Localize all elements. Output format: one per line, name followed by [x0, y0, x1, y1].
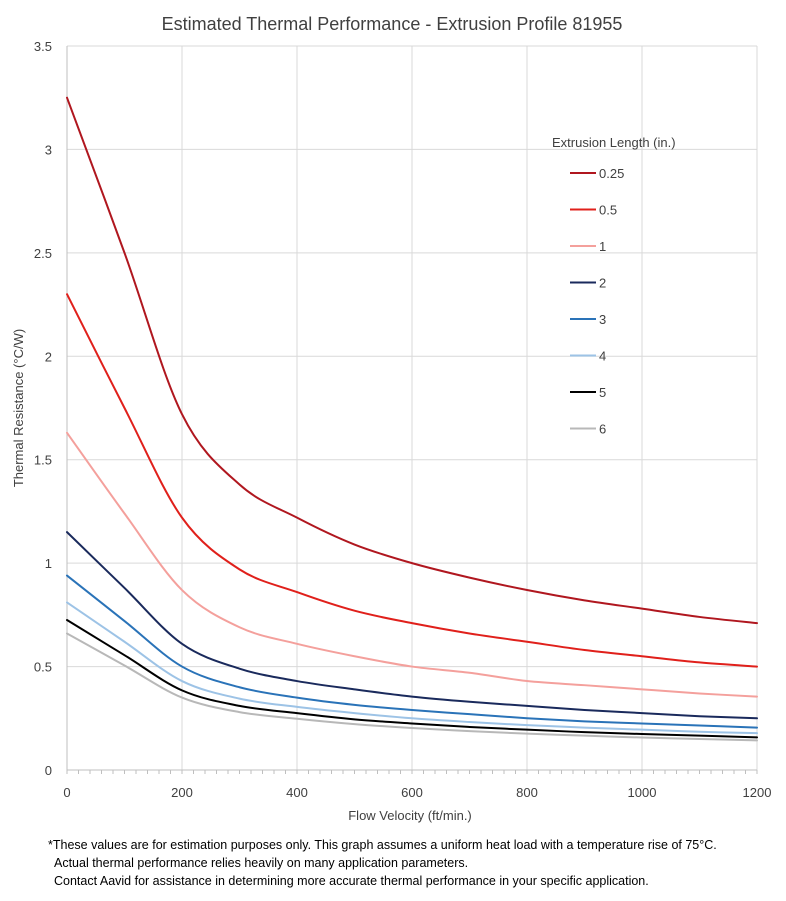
series-line-0-25 [66, 96, 758, 625]
legend: Extrusion Length (in.) 0.25 0.5 1 2 3 4 5 6 [552, 135, 676, 437]
y-tick-label: 0 [45, 763, 52, 778]
legend-title: Extrusion Length (in.) [552, 135, 676, 150]
footnote-line-2: Actual thermal performance relies heavil… [54, 856, 469, 870]
footnote-line-3: Contact Aavid for assistance in determin… [54, 874, 649, 888]
x-tick-label: 800 [516, 785, 538, 800]
footnote: *These values are for estimation purpose… [48, 836, 778, 890]
series-line-2 [66, 531, 758, 720]
footnote-line-1: *These values are for estimation purpose… [48, 838, 717, 852]
legend-label: 2 [599, 276, 606, 291]
gridlines [66, 45, 758, 771]
legend-label: 4 [599, 349, 606, 364]
tick-labels: 0 0.5 1 1.5 2 2.5 3 3.5 0 200 400 600 800 1000 1200 [34, 39, 772, 800]
series-lines [66, 96, 758, 742]
x-tick-label: 0 [63, 785, 70, 800]
y-tick-label: 2.5 [34, 246, 52, 261]
series-line-4 [66, 601, 758, 735]
series-line-3 [66, 574, 758, 729]
series-line-6 [66, 632, 758, 742]
x-tick-label: 600 [401, 785, 423, 800]
axes [66, 46, 758, 774]
x-tick-label: 1000 [628, 785, 657, 800]
series-line-1 [66, 431, 758, 698]
legend-label: 0.5 [599, 203, 617, 218]
x-tick-label: 200 [171, 785, 193, 800]
legend-label: 1 [599, 239, 606, 254]
y-tick-label: 3.5 [34, 39, 52, 54]
legend-label: 6 [599, 422, 606, 437]
y-tick-label: 0.5 [34, 660, 52, 675]
legend-label: 3 [599, 312, 606, 327]
legend-label: 0.25 [599, 166, 624, 181]
y-tick-label: 1.5 [34, 453, 52, 468]
y-tick-label: 1 [45, 556, 52, 571]
y-tick-label: 2 [45, 349, 52, 364]
chart-title: Estimated Thermal Performance - Extrusio… [162, 14, 623, 34]
y-axis-label: Thermal Resistance (°C/W) [11, 329, 26, 487]
x-tick-label: 1200 [743, 785, 772, 800]
x-tick-label: 400 [286, 785, 308, 800]
series-line-5 [66, 619, 758, 739]
x-axis-label: Flow Velocity (ft/min.) [348, 808, 472, 823]
legend-label: 5 [599, 385, 606, 400]
y-tick-label: 3 [45, 142, 52, 157]
series-line-0-5 [66, 293, 758, 668]
